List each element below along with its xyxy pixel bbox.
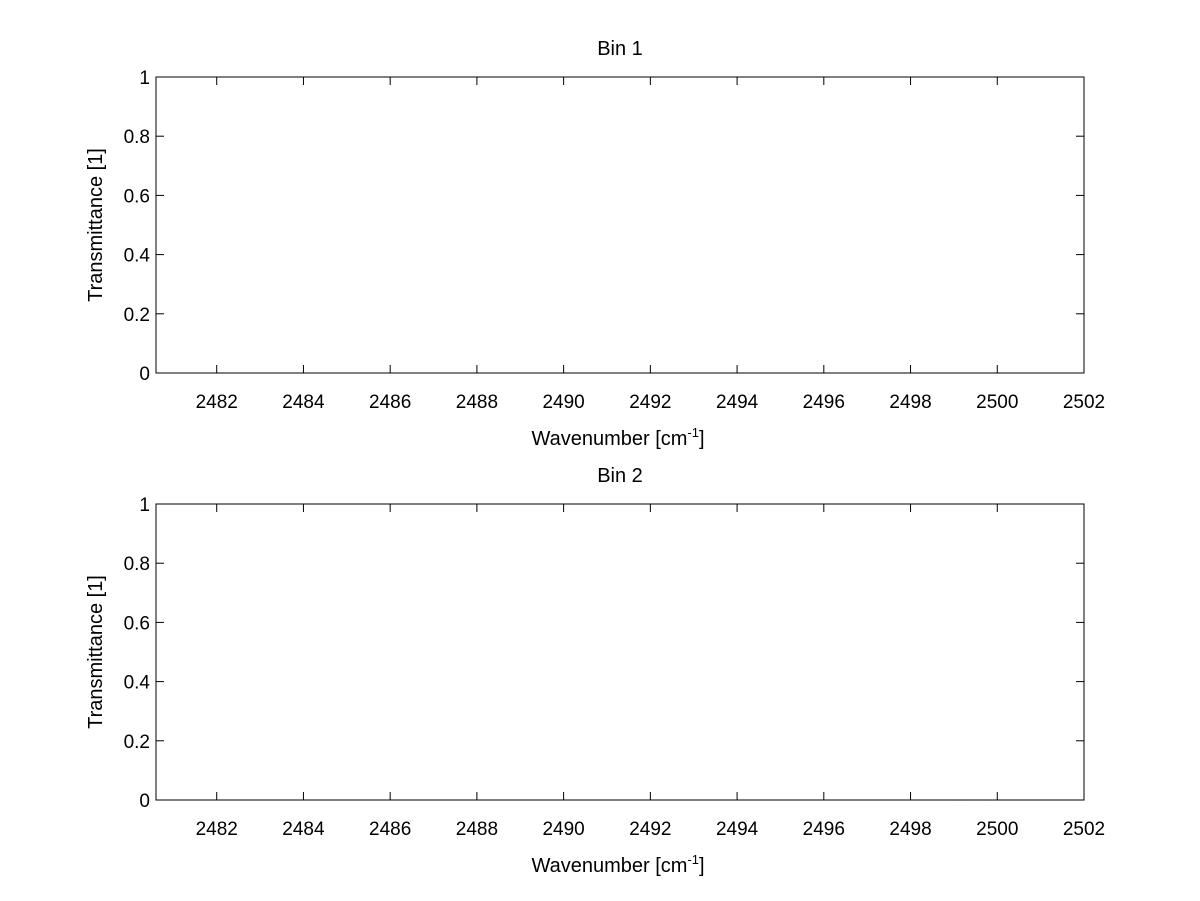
y-axis-label: Transmittance [1] bbox=[85, 575, 107, 729]
subplot-bin-2: Bin 2 2482 2484 2486 2488 2490 2492 2494 2496 24… bbox=[85, 465, 1105, 877]
axes-box bbox=[155, 76, 1085, 374]
x-axis-label-main: Wavenumber [cm bbox=[531, 428, 687, 450]
x-tick-label: 2494 bbox=[716, 819, 759, 840]
x-tick-label: 2488 bbox=[456, 819, 498, 840]
x-tick-labels: 2482 2484 2486 2488 2490 2492 2494 2496 2498 2500… bbox=[196, 392, 1106, 413]
subplot-bin-1: Bin 1 2482 2484 2486 2488 2490 2492 2494 2496 24… bbox=[85, 38, 1105, 450]
y-tick-label: 1 bbox=[139, 68, 150, 89]
x-tick-label: 2502 bbox=[1063, 392, 1105, 413]
y-tick-label: 0.8 bbox=[124, 127, 150, 148]
x-axis-label: Wavenumber [cm-1] bbox=[531, 425, 704, 450]
x-tick-labels: 2482 2484 2486 2488 2490 2492 2494 2496 2498 2500… bbox=[196, 819, 1106, 840]
y-tick-labels: 0 0.2 0.4 0.6 0.8 1 bbox=[124, 68, 151, 385]
x-axis-label-superscript: -1 bbox=[687, 852, 699, 867]
y-tick-label: 0 bbox=[139, 791, 150, 812]
y-tick-label: 0.4 bbox=[124, 246, 151, 267]
y-tick-label: 0 bbox=[139, 364, 150, 385]
x-tick-label: 2492 bbox=[629, 819, 671, 840]
y-tick-label: 0.2 bbox=[124, 305, 150, 326]
y-tick-label: 0.4 bbox=[124, 673, 151, 694]
tick-marks bbox=[156, 76, 1085, 374]
x-axis-label-superscript: -1 bbox=[687, 425, 699, 440]
x-tick-label: 2500 bbox=[976, 392, 1018, 413]
x-tick-label: 2482 bbox=[196, 819, 238, 840]
y-tick-label: 0.8 bbox=[124, 554, 150, 575]
x-tick-label: 2490 bbox=[542, 819, 584, 840]
x-tick-label: 2486 bbox=[369, 392, 411, 413]
x-tick-label: 2502 bbox=[1063, 819, 1105, 840]
subplot-title: Bin 2 bbox=[597, 465, 643, 487]
y-tick-label: 0.2 bbox=[124, 732, 150, 753]
y-tick-label: 0.6 bbox=[124, 613, 150, 634]
x-tick-label: 2494 bbox=[716, 392, 759, 413]
x-tick-label: 2496 bbox=[803, 392, 845, 413]
x-tick-label: 2486 bbox=[369, 819, 411, 840]
x-tick-label: 2496 bbox=[803, 819, 845, 840]
x-axis-label: Wavenumber [cm-1] bbox=[531, 852, 704, 877]
y-tick-label: 0.6 bbox=[124, 186, 150, 207]
y-tick-label: 1 bbox=[139, 495, 150, 516]
x-tick-label: 2484 bbox=[282, 819, 325, 840]
x-tick-label: 2498 bbox=[889, 819, 931, 840]
x-axis-label-end: ] bbox=[699, 855, 705, 877]
x-tick-label: 2484 bbox=[282, 392, 325, 413]
x-tick-label: 2492 bbox=[629, 392, 671, 413]
y-tick-labels: 0 0.2 0.4 0.6 0.8 1 bbox=[124, 495, 151, 812]
x-tick-label: 2500 bbox=[976, 819, 1018, 840]
x-tick-label: 2498 bbox=[889, 392, 931, 413]
x-tick-label: 2490 bbox=[542, 392, 584, 413]
subplot-title: Bin 1 bbox=[597, 38, 643, 60]
x-axis-label-main: Wavenumber [cm bbox=[531, 855, 687, 877]
y-axis-label: Transmittance [1] bbox=[85, 148, 107, 302]
x-tick-label: 2488 bbox=[456, 392, 498, 413]
x-tick-label: 2482 bbox=[196, 392, 238, 413]
axes-box bbox=[155, 503, 1085, 801]
tick-marks bbox=[156, 503, 1085, 801]
x-axis-label-end: ] bbox=[699, 428, 705, 450]
